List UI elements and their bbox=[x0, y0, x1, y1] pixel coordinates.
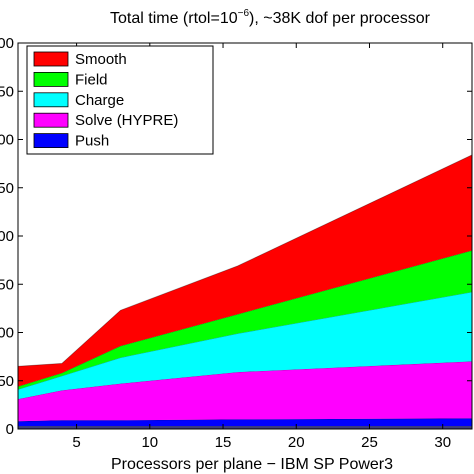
y-tick-label: 200 bbox=[0, 228, 14, 245]
legend-swatch-field bbox=[33, 72, 69, 87]
x-tick-label: 15 bbox=[215, 434, 232, 451]
y-tick-label: 300 bbox=[0, 132, 14, 149]
x-tick-label: 30 bbox=[434, 434, 451, 451]
chart-title-prefix: Total time (rtol=10 bbox=[110, 10, 238, 27]
y-tick-label: 0 bbox=[6, 421, 14, 438]
chart-title: Total time (rtol=10−6), ~38K dof per pro… bbox=[110, 8, 431, 27]
legend-label-solve-hypre: Solve (HYPRE) bbox=[75, 112, 178, 129]
x-tick-label: 5 bbox=[72, 434, 80, 451]
x-axis-label: Processors per plane − IBM SP Power3 bbox=[111, 456, 393, 473]
area-solve-hypre bbox=[18, 361, 472, 422]
y-tick-label: 150 bbox=[0, 276, 14, 293]
chart-title-exponent: −6 bbox=[238, 8, 250, 19]
axis-ticks: 51015202530050100150200250300350400 bbox=[0, 35, 472, 451]
x-tick-label: 20 bbox=[288, 434, 305, 451]
stacked-areas bbox=[17, 154, 473, 429]
legend-label-charge: Charge bbox=[75, 92, 124, 109]
y-tick-label: 350 bbox=[0, 83, 14, 100]
area-edge-smooth bbox=[17, 154, 473, 367]
area-charge bbox=[18, 292, 472, 400]
chart-title-suffix: ), ~38K dof per processor bbox=[249, 10, 431, 27]
legend-swatch-smooth bbox=[33, 51, 69, 67]
legend-label-smooth: Smooth bbox=[75, 51, 127, 68]
x-tick-label: 10 bbox=[141, 434, 158, 451]
area-smooth bbox=[18, 154, 472, 387]
legend-swatch-push bbox=[33, 133, 69, 149]
area-field bbox=[18, 250, 472, 390]
legend-label-field: Field bbox=[75, 71, 108, 88]
legend-swatch-charge bbox=[33, 92, 69, 108]
area-baseline bbox=[18, 426, 472, 429]
y-tick-label: 400 bbox=[0, 35, 14, 52]
y-tick-label: 250 bbox=[0, 180, 14, 197]
y-tick-label: 100 bbox=[0, 325, 14, 342]
legend-label-push: Push bbox=[75, 133, 109, 150]
area-push bbox=[18, 418, 472, 427]
legend: Smooth Field Charge Solve (HYPRE) Push bbox=[26, 45, 214, 155]
y-tick-label: 50 bbox=[0, 373, 14, 390]
x-tick-label: 25 bbox=[361, 434, 378, 451]
legend-swatch-solve-hypre bbox=[33, 112, 69, 128]
